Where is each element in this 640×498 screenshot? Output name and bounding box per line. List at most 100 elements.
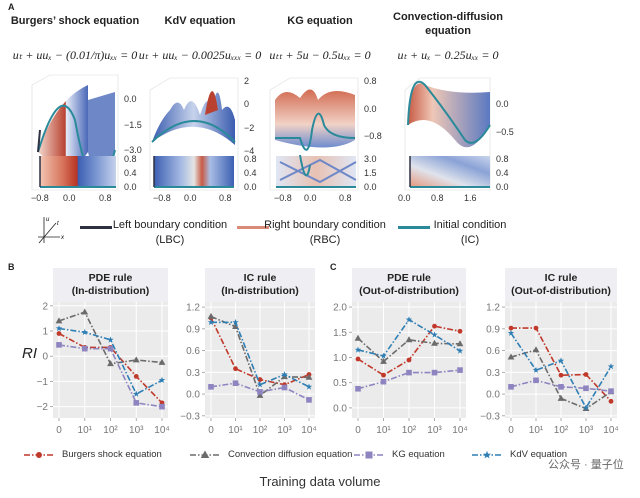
star-marker: [305, 383, 313, 390]
chart-title-line: PDE rule: [88, 272, 133, 284]
x-tick-label: 10³: [129, 425, 144, 436]
kdv-surface: [149, 77, 239, 191]
chart-title-line: IC rule: [544, 272, 578, 284]
star-marker: [483, 450, 491, 459]
star-marker: [232, 318, 239, 326]
square-marker: [406, 369, 412, 376]
chart-title-line: PDE rule: [387, 272, 431, 284]
x-tick-label: 0.8: [99, 193, 112, 203]
circle-marker: [56, 331, 62, 336]
x-tick-label: 10²: [103, 425, 118, 436]
x-tick-label: 10¹: [228, 425, 243, 436]
y-axis-label: RI: [22, 345, 37, 362]
x-tick-label: 10⁴: [154, 425, 169, 436]
legend-swatch: [190, 450, 220, 458]
line-chart: 2.0 1.5 1.0 0.5 0.0 0 10¹ 10² 10³ 10⁴: [333, 302, 468, 436]
x-tick-label: 0.8: [339, 193, 352, 203]
circle-marker: [558, 372, 564, 378]
axes-orientation-icon: u t x: [38, 217, 65, 244]
star-marker: [281, 371, 288, 378]
circle-marker: [36, 452, 42, 458]
triangle-marker: [81, 308, 89, 315]
legend-label: Burgers shock equation: [62, 449, 162, 460]
circle-marker: [406, 357, 412, 363]
x-tick-label: 1.6: [464, 193, 477, 203]
chart-title: PDE rule (Out-of-distribution): [352, 268, 466, 302]
legend-line: [80, 226, 112, 229]
surface-plots: [31, 74, 491, 191]
y-tick-label: 1: [42, 327, 48, 338]
equation-title: KG equation: [287, 15, 353, 27]
legend-label: KdV equation: [510, 449, 568, 460]
panel-label-b: B: [8, 262, 15, 272]
t-tick-label: 0.0: [244, 182, 257, 192]
circle-marker: [355, 356, 361, 362]
chart-title-line: (In-distribution): [221, 285, 299, 297]
square-marker: [306, 397, 312, 403]
square-marker: [583, 385, 589, 392]
legend-label: Convection diffusion equation: [228, 449, 353, 460]
y-tick-label: 0.0: [486, 390, 500, 401]
x-tick-label: 10²: [402, 425, 417, 436]
chart-title: IC rule (In-distribution): [205, 268, 315, 302]
square-marker: [107, 345, 114, 352]
x-tick-label: 0.0: [184, 193, 197, 203]
triangle-marker: [354, 334, 362, 341]
chart-title-line: IC rule: [243, 272, 277, 284]
axis-t-label: t: [57, 221, 59, 227]
equation-formula: uₜ + uₓ − 0.25uₓₓ = 0: [397, 48, 499, 62]
equation-formula: uₜ + uuₓ − 0.0025uₓₓₓ = 0: [138, 48, 262, 62]
circle-marker: [432, 323, 437, 329]
equation-title: Burgers’ shock equation: [10, 15, 140, 27]
star-marker: [158, 376, 166, 383]
square-marker: [508, 384, 514, 390]
z-tick-label: 0.0: [124, 94, 137, 104]
y-tick-label: −0.3: [480, 411, 500, 422]
x-tick-label: 10²: [554, 425, 569, 436]
square-marker: [81, 345, 88, 352]
t-tick-label: 0.4: [124, 168, 137, 178]
panel-label-a: A: [8, 2, 15, 12]
star-marker: [55, 325, 63, 332]
z-tick-label: 2: [244, 76, 250, 86]
z-tick-label: 0: [244, 99, 250, 109]
chart-title-line: (In-distribution): [71, 285, 150, 297]
t-tick-label: 0.0: [124, 182, 137, 192]
x-tick-label: 0.8: [431, 193, 444, 203]
square-marker: [159, 403, 165, 410]
star-marker: [456, 347, 464, 354]
x-tick-label: 0: [208, 425, 214, 436]
x-tick-label: 10¹: [376, 425, 391, 436]
star-marker: [380, 352, 387, 359]
star-marker: [207, 318, 215, 326]
square-marker: [56, 342, 62, 348]
y-tick-label: 1.0: [333, 353, 347, 364]
triangle-marker: [158, 358, 166, 365]
y-tick-label: 0.5: [333, 378, 347, 389]
legend-abbr: (LBC): [155, 234, 185, 246]
square-marker: [457, 367, 463, 373]
legend-line: [237, 226, 269, 229]
y-tick-label: 2: [42, 302, 48, 312]
star-marker: [133, 390, 140, 397]
series-line: [210, 315, 310, 397]
chart-title-line: (Out-of-distribution): [511, 285, 611, 297]
x-tick-label: −0.8: [31, 193, 49, 203]
y-tick-label: 1.5: [333, 328, 347, 339]
line-chart: 1.2 0.9 0.6 0.3 0.0 −0.3 0 10¹ 10² 10³ 10⁴: [480, 302, 619, 436]
x-tick-label: 10¹: [529, 425, 544, 436]
y-tick-label: 1.2: [186, 303, 200, 314]
x-tick-label: 0: [355, 425, 361, 436]
y-tick-label: 0: [42, 352, 48, 363]
z-tick-label: 0.0: [364, 104, 377, 114]
t-tick-label: 0.0: [364, 182, 377, 192]
chart-title: IC rule (Out-of-distribution): [505, 268, 617, 302]
star-marker: [256, 381, 264, 388]
series-line: [211, 321, 310, 388]
z-tick-label: −3.0: [124, 145, 142, 155]
x-tick-label: 10¹: [78, 425, 93, 436]
legend-abbr: (RBC): [309, 234, 341, 246]
circle-marker: [608, 398, 614, 404]
square-marker: [257, 389, 263, 395]
t-tick-label: 0.0: [496, 182, 509, 192]
